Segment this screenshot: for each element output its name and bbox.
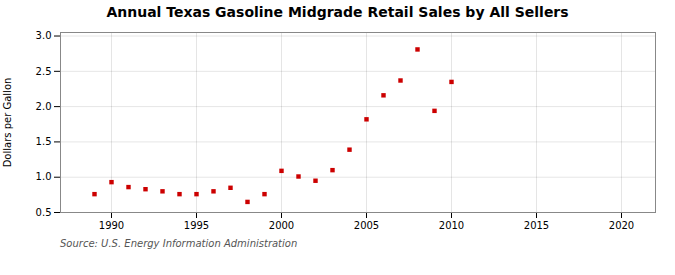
html-text:Annual Texas Gasoline Midgrade: Annual Texas Gasoline Midgrade Retail Sa… <box>106 4 569 20</box>
html-text:Source: U.S. Energy Informatio: Source: U.S. Energy Information Administ… <box>60 238 298 249</box>
svg-text:1.5: 1.5 <box>36 136 52 147</box>
svg-text:2.5: 2.5 <box>36 66 52 77</box>
svg-text:0.5: 0.5 <box>36 207 52 218</box>
svg-text:2020: 2020 <box>609 220 634 231</box>
svg-text:2005: 2005 <box>354 220 379 231</box>
svg-text:1995: 1995 <box>184 220 209 231</box>
svg-text:1990: 1990 <box>99 220 124 231</box>
svg-text:2.0: 2.0 <box>36 101 52 112</box>
svg-text:Dollars per Gallon: Dollars per Gallon <box>2 78 13 168</box>
svg-text:2015: 2015 <box>524 220 549 231</box>
svg-text:3.0: 3.0 <box>36 30 52 41</box>
svg-text:2000: 2000 <box>269 220 294 231</box>
svg-text:1.0: 1.0 <box>36 171 52 182</box>
svg-text:2010: 2010 <box>439 220 464 231</box>
